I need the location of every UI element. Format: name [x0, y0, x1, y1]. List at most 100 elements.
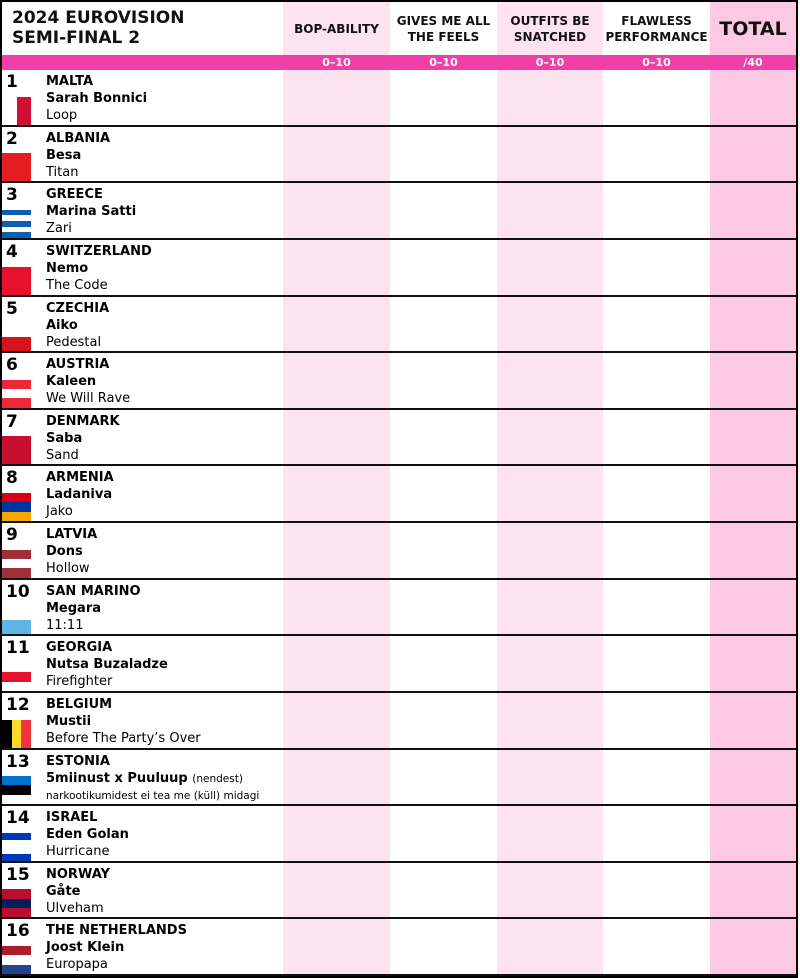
song: Ulveham — [46, 900, 104, 916]
song: narkootikumidest ei tea me (küll) midagi — [46, 789, 260, 802]
song: The Code — [46, 277, 108, 293]
flag-stripe — [2, 96, 17, 125]
flag-stripe — [2, 681, 31, 691]
flag-stripe — [2, 398, 31, 408]
column-bg — [283, 2, 390, 976]
flag-stripe — [2, 209, 31, 216]
artist-name: 5miinust x Puuluup — [46, 770, 188, 786]
artist: Saba — [46, 431, 82, 446]
flag — [2, 946, 31, 974]
artist-name: Nutsa Buzaladze — [46, 657, 168, 673]
artist-name: Aiko — [46, 317, 78, 333]
country: ARMENIA — [46, 470, 114, 486]
flag-stripe — [2, 436, 31, 465]
flag — [2, 323, 31, 352]
entry-number: 14 — [6, 808, 30, 829]
artist-name: Kaleen — [46, 374, 97, 390]
flag-stripe — [11, 719, 22, 748]
column-header: BOP-ABILITY — [294, 21, 379, 36]
country: NORWAY — [46, 866, 110, 882]
flag — [2, 606, 31, 635]
flag-stripe — [2, 493, 31, 503]
flag — [2, 662, 31, 691]
entry-number: 7 — [6, 411, 18, 432]
country: BELGIUM — [46, 696, 113, 712]
flag-stripe — [2, 946, 31, 956]
entry-number: 1 — [6, 72, 18, 92]
title: 2024 EUROVISION SEMI-FINAL 2 — [12, 8, 184, 48]
flag-stripe — [2, 846, 31, 854]
song: Loop — [46, 108, 78, 123]
flag — [2, 209, 31, 238]
entry-row: 12 BELGIUM Mustii Before The Party’s Over — [2, 693, 796, 750]
column-header: TOTAL — [719, 17, 787, 40]
song: Zari — [46, 221, 72, 237]
artist-name: Dons — [46, 544, 83, 559]
entry-row: 15 NORWAY Gåte Ulveham — [2, 863, 796, 920]
flag-stripe — [2, 337, 31, 352]
entry-row: 10 SAN MARINO Megara 11:11 — [2, 580, 796, 637]
entry-row: 5 CZECHIA Aiko Pedestal — [2, 297, 796, 354]
entry-row: 14 ISRAEL Eden Golan Hurricane — [2, 806, 796, 863]
column-header: OUTFITS BE SNATCHED — [510, 13, 590, 44]
flag-stripe — [2, 266, 31, 295]
flag-stripe — [16, 96, 31, 125]
artist: Mustii — [46, 714, 91, 729]
entry-row: 9 LATVIA Dons Hollow — [2, 523, 796, 580]
flag-stripe — [2, 719, 12, 748]
song: 11:11 — [46, 617, 84, 633]
entry-number: 16 — [6, 921, 30, 942]
flag-stripe — [2, 502, 31, 512]
flag-stripe — [2, 672, 31, 682]
flag-stripe — [2, 785, 31, 795]
song: Hurricane — [46, 844, 110, 860]
artist-name: Marina Satti — [46, 204, 137, 220]
song: Jako — [46, 504, 73, 520]
artist: Sarah Bonnici — [46, 91, 147, 106]
entry-row: 2 ALBANIA Besa Titan — [2, 127, 796, 184]
flag-stripe — [2, 964, 31, 974]
entry-number: 4 — [6, 241, 18, 262]
entry-number: 6 — [6, 355, 18, 376]
flag-stripe — [2, 898, 31, 909]
flag-stripe — [2, 215, 31, 222]
country: ESTONIA — [46, 753, 110, 769]
flag — [2, 776, 31, 805]
flag-stripe — [2, 221, 31, 227]
entry-row: 6 AUSTRIA Kaleen We Will Rave — [2, 353, 796, 410]
column-bg — [603, 2, 710, 976]
artist-name: Gåte — [46, 883, 81, 899]
flag — [2, 493, 31, 521]
entry-number: 10 — [6, 581, 30, 602]
flag-stripe — [2, 620, 31, 635]
artist: Marina Satti — [46, 204, 136, 219]
country: ISRAEL — [46, 810, 98, 826]
flag-stripe — [2, 908, 31, 918]
country: LATVIA — [46, 527, 98, 542]
column-range: 0–10 — [322, 56, 351, 69]
flag-stripe — [2, 662, 31, 673]
artist-name: Sarah Bonnici — [46, 91, 148, 106]
flag — [2, 832, 31, 861]
flag — [2, 96, 31, 125]
artist-name: Joost Klein — [46, 940, 125, 956]
flag-stripe — [2, 955, 31, 965]
flag — [2, 889, 31, 918]
artist-note: (nendest) — [192, 772, 243, 785]
flag — [2, 719, 31, 748]
artist-name: Besa — [46, 147, 82, 163]
column-bg — [497, 2, 603, 976]
country: GEORGIA — [46, 640, 113, 656]
flag-stripe — [2, 558, 31, 569]
artist-name: Saba — [46, 430, 83, 446]
flag-stripe — [2, 511, 31, 521]
entry-row: 1 MALTA Sarah Bonnici Loop — [2, 70, 796, 127]
song: Europapa — [46, 957, 108, 973]
flag-stripe — [2, 889, 31, 899]
artist: Eden Golan — [46, 827, 129, 842]
flag-stripe — [21, 719, 31, 748]
artist: Aiko — [46, 318, 78, 333]
entry-row: 11 GEORGIA Nutsa Buzaladze Firefighter — [2, 636, 796, 693]
flag-stripe — [2, 389, 31, 399]
flag — [2, 153, 31, 182]
